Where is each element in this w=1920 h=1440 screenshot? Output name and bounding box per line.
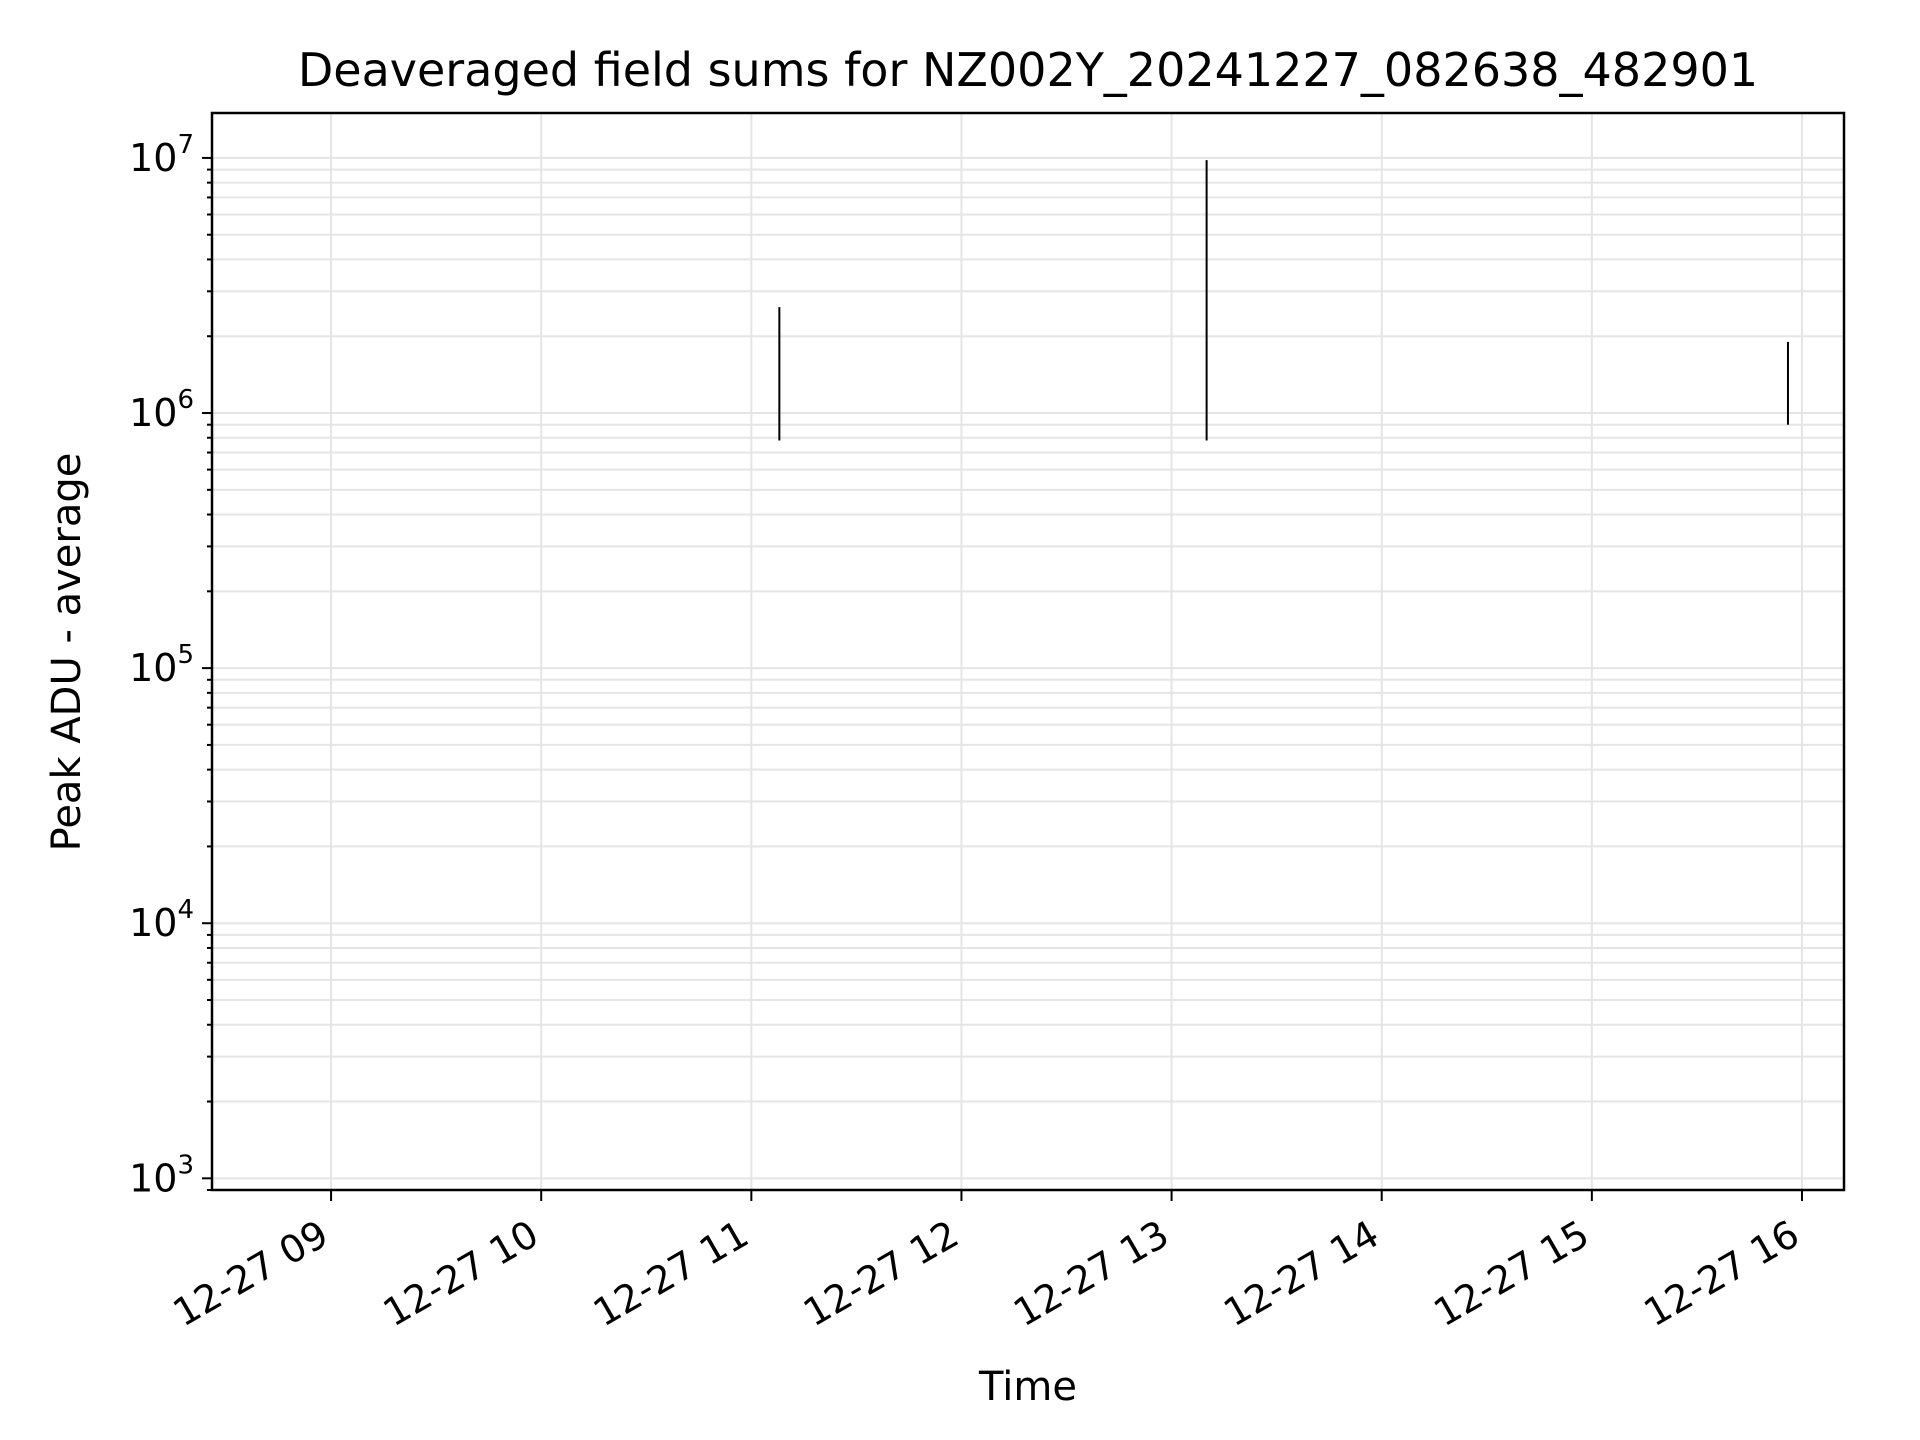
x-tick-label: 12-27 11 — [586, 1212, 756, 1336]
axis-ticks: 12-27 09 12-27 10 12-27 11 12-27 12 12-27 13… — [129, 130, 1806, 1335]
y-axis-label: Peak ADU - average — [44, 453, 90, 852]
x-tick-label: 12-27 16 — [1637, 1212, 1807, 1336]
y-tick-label: 103 — [129, 1150, 194, 1200]
grid-lines — [212, 113, 1844, 1191]
y-tick-label: 106 — [129, 385, 194, 435]
x-tick-label: 12-27 15 — [1426, 1212, 1596, 1336]
chart-title: Deaveraged field sums for NZ002Y_2024122… — [298, 43, 1758, 97]
data-series — [779, 160, 1789, 441]
y-tick-label: 104 — [129, 895, 194, 945]
x-tick-label: 12-27 10 — [376, 1212, 546, 1336]
y-tick-label: 105 — [129, 640, 194, 690]
y-tick-label: 107 — [129, 130, 194, 180]
x-axis-label: Time — [978, 1364, 1077, 1410]
x-tick-label: 12-27 14 — [1216, 1212, 1386, 1336]
x-tick-label: 12-27 09 — [166, 1212, 336, 1336]
x-tick-label: 12-27 12 — [796, 1212, 966, 1336]
plot-frame — [210, 111, 1846, 1192]
x-tick-label: 12-27 13 — [1006, 1212, 1176, 1336]
